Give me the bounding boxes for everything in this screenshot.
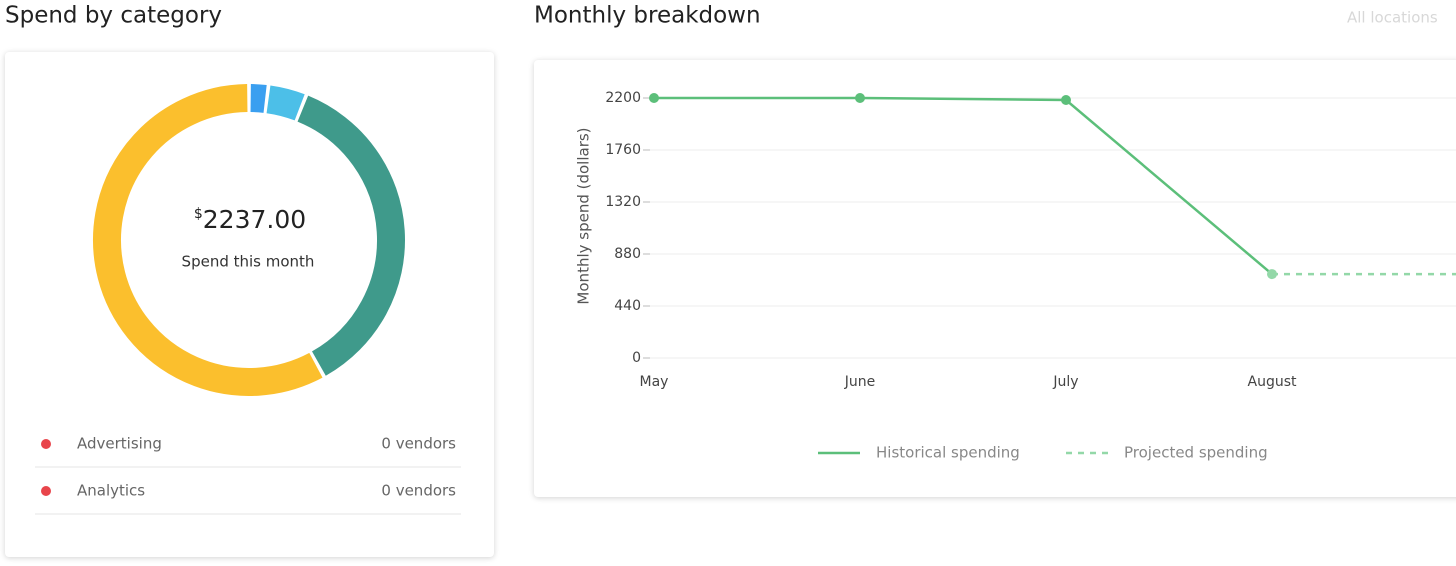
section-title: Monthly breakdown [534,3,761,29]
y-tick-label: 1320 [605,194,641,210]
x-tick-label: August [1248,374,1298,390]
category-name: Advertising [77,435,162,453]
legend-label: Historical spending [876,444,1020,462]
x-tick-label: June [844,374,876,390]
y-axis-label: Monthly spend (dollars) [575,127,593,304]
data-point [1061,95,1071,106]
total-label: Spend this month [182,253,315,271]
vendor-count: 0 vendors [381,435,456,453]
x-tick-label: July [1052,374,1078,390]
category-name: Analytics [77,482,145,500]
y-tick-label: 440 [614,298,641,314]
amount: 2237.00 [203,205,306,234]
donut-segment [297,95,405,376]
category-dot [41,486,51,496]
legend-label: Projected spending [1124,444,1268,462]
total-spend: $2237.00 [194,205,306,234]
series-line [654,96,1273,276]
donut-segment [266,85,305,121]
category-dot [41,439,51,449]
y-tick-label: 880 [614,246,641,262]
y-tick-label: 0 [632,350,641,366]
x-tick-label: May [640,374,669,390]
location-filter[interactable]: All locations [1347,9,1438,27]
y-tick-label: 2200 [605,90,641,106]
data-point [855,93,865,103]
currency: $ [194,206,203,222]
donut-segment [250,84,267,113]
data-point [649,93,659,103]
y-tick-label: 1760 [605,142,641,158]
donut-segment [93,84,323,396]
vendor-count: 0 vendors [381,482,456,500]
breakdown-card [534,60,1456,497]
section-title: Spend by category [5,3,222,29]
category-card [5,52,494,557]
